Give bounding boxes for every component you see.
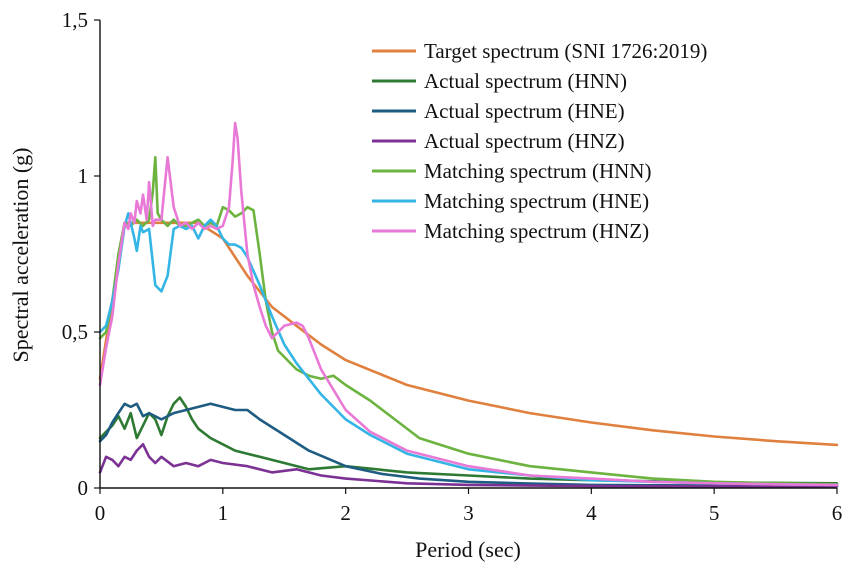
series-line-target-spectrum-sni-1726-2019 bbox=[98, 221, 839, 447]
legend-label: Matching spectrum (HNN) bbox=[424, 159, 651, 183]
series-line-matching-spectrum-hne bbox=[98, 212, 839, 487]
series-line-matching-spectrum-hnz bbox=[98, 121, 839, 487]
legend-label: Matching spectrum (HNE) bbox=[424, 189, 649, 213]
legend-label: Actual spectrum (HNE) bbox=[424, 99, 625, 123]
y-tick-label: 0,5 bbox=[62, 320, 88, 344]
series-line-actual-spectrum-hne bbox=[98, 402, 839, 488]
ticks: 0 1 2 3 4 5 6 0 0,5 1 1,5 bbox=[62, 8, 843, 525]
x-tick-label: 0 bbox=[95, 501, 106, 525]
legend: Target spectrum (SNI 1726:2019) Actual sp… bbox=[372, 39, 707, 243]
y-tick-label: 0 bbox=[78, 476, 89, 500]
x-tick-label: 2 bbox=[340, 501, 351, 525]
plot-lines bbox=[98, 121, 839, 488]
x-tick-label: 3 bbox=[463, 501, 474, 525]
legend-label: Actual spectrum (HNN) bbox=[424, 69, 627, 93]
legend-label: Actual spectrum (HNZ) bbox=[424, 129, 625, 153]
series-line-matching-spectrum-hnn bbox=[98, 156, 839, 486]
series-line-actual-spectrum-hnn bbox=[98, 396, 839, 485]
legend-label: Matching spectrum (HNZ) bbox=[424, 219, 649, 243]
y-tick-label: 1,5 bbox=[62, 8, 88, 32]
y-tick-label: 1 bbox=[78, 164, 89, 188]
x-axis-label: Period (sec) bbox=[415, 537, 521, 562]
x-tick-label: 6 bbox=[832, 501, 843, 525]
legend-label: Target spectrum (SNI 1726:2019) bbox=[424, 39, 707, 63]
x-tick-label: 5 bbox=[709, 501, 720, 525]
y-axis-label: Spectral acceleration (g) bbox=[8, 148, 33, 363]
series-line-actual-spectrum-hnz bbox=[98, 442, 839, 488]
x-tick-label: 4 bbox=[586, 501, 597, 525]
x-tick-label: 1 bbox=[218, 501, 229, 525]
